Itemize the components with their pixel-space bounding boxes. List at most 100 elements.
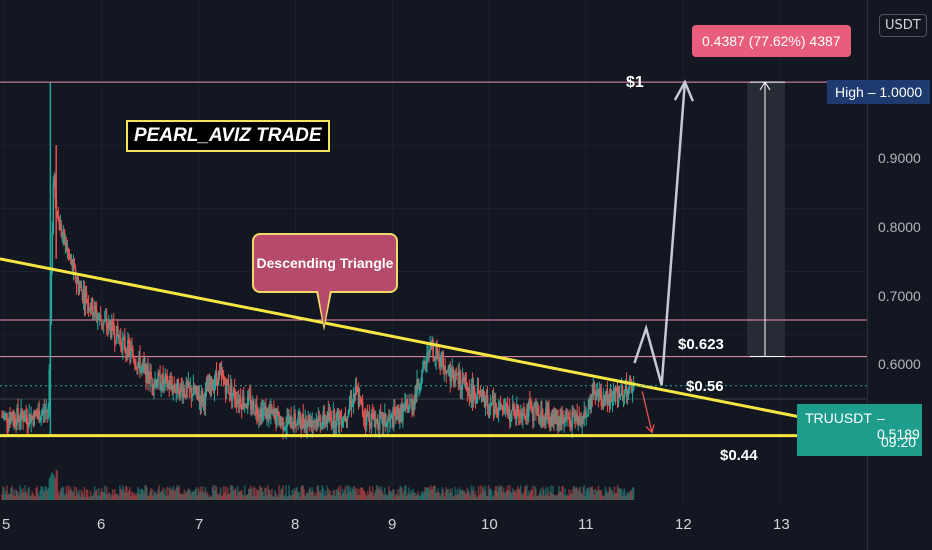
candle-body bbox=[424, 362, 426, 365]
candle-body bbox=[626, 392, 629, 396]
volume-bar bbox=[467, 490, 470, 500]
candle-body bbox=[487, 409, 490, 411]
candle-body bbox=[113, 334, 116, 343]
candle-body bbox=[494, 402, 497, 408]
candle-body bbox=[333, 410, 336, 428]
volume-bar bbox=[623, 488, 626, 500]
candle-body bbox=[495, 407, 498, 414]
candle-body bbox=[191, 395, 194, 398]
volume-bar bbox=[435, 493, 437, 500]
candle-body bbox=[418, 388, 420, 390]
candle-body bbox=[328, 413, 331, 421]
volume-bar bbox=[497, 485, 500, 500]
candle-body bbox=[210, 378, 213, 391]
volume-bar bbox=[441, 486, 443, 500]
volume-bar bbox=[183, 489, 186, 500]
volume-bar bbox=[469, 496, 472, 500]
candle-body bbox=[242, 396, 245, 408]
candle-body bbox=[427, 352, 429, 354]
candle-body bbox=[388, 419, 390, 422]
volume-bar bbox=[289, 494, 291, 500]
volume-bar bbox=[162, 487, 164, 500]
volume-bar bbox=[477, 486, 480, 500]
candle-body bbox=[39, 419, 42, 423]
volume-bar bbox=[411, 492, 413, 500]
candle-body bbox=[446, 372, 449, 374]
candle-body bbox=[363, 417, 366, 419]
volume-bar bbox=[368, 485, 371, 500]
volume-bar bbox=[363, 491, 366, 500]
candle-body bbox=[200, 390, 203, 405]
candle-body bbox=[295, 425, 297, 427]
volume-bar bbox=[487, 485, 490, 500]
candle-body bbox=[477, 388, 480, 392]
candle-body bbox=[70, 259, 73, 261]
candle-body bbox=[528, 401, 530, 417]
volume-bar bbox=[248, 489, 251, 500]
volume-bar bbox=[367, 494, 370, 500]
candle-body bbox=[349, 400, 352, 405]
candle-body bbox=[415, 394, 417, 396]
candle-body bbox=[469, 398, 472, 400]
candle-body bbox=[148, 380, 150, 383]
volume-bar bbox=[593, 494, 596, 500]
candle-body bbox=[538, 415, 540, 422]
candle-body bbox=[162, 374, 164, 385]
candle-body bbox=[312, 421, 315, 423]
candle-body bbox=[72, 262, 75, 270]
volume-bar bbox=[466, 487, 469, 500]
candle-body bbox=[367, 414, 370, 417]
volume-bar bbox=[130, 496, 132, 500]
volume-bar bbox=[459, 490, 462, 500]
measure-label: 0.4387 (77.62%) 4387 bbox=[692, 25, 851, 57]
volume-bar bbox=[515, 489, 518, 500]
volume-bar bbox=[543, 489, 545, 500]
candle-body bbox=[439, 364, 441, 368]
volume-bar bbox=[419, 496, 421, 500]
watermark-label: PEARL_AVIZ TRADE bbox=[126, 120, 330, 152]
volume-bar bbox=[450, 492, 453, 500]
volume-bar bbox=[243, 485, 246, 500]
candle-body bbox=[339, 415, 342, 419]
candle-body bbox=[93, 305, 96, 314]
currency-button[interactable]: USDT bbox=[879, 14, 927, 37]
volume-bar bbox=[66, 493, 69, 500]
volume-bar bbox=[299, 496, 301, 500]
volume-bar bbox=[274, 489, 276, 500]
volume-bar bbox=[22, 488, 24, 500]
candle-body bbox=[621, 386, 624, 397]
candle-body bbox=[203, 395, 206, 406]
candle-body bbox=[173, 385, 176, 389]
candle-body bbox=[356, 389, 359, 393]
volume-bar bbox=[340, 495, 343, 500]
volume-bar bbox=[86, 489, 89, 500]
candle-body bbox=[616, 390, 619, 403]
volume-bar bbox=[617, 487, 620, 500]
volume-bar bbox=[81, 491, 84, 500]
volume-bar bbox=[329, 490, 332, 500]
volume-bar bbox=[585, 490, 588, 500]
volume-bar bbox=[122, 485, 124, 500]
projection-path bbox=[633, 81, 687, 386]
candle-body bbox=[18, 417, 20, 422]
volume-bar bbox=[403, 490, 405, 500]
volume-bar bbox=[471, 489, 474, 500]
candle-body bbox=[208, 381, 211, 388]
candle-body bbox=[600, 391, 603, 406]
volume-bar bbox=[610, 490, 613, 500]
candle-body bbox=[36, 416, 38, 418]
candle-body bbox=[571, 411, 573, 429]
volume-bar bbox=[262, 491, 264, 500]
volume-bar bbox=[146, 487, 148, 500]
volume-bar bbox=[241, 493, 244, 500]
volume-bar bbox=[604, 486, 607, 500]
volume-bar bbox=[622, 490, 625, 500]
candle-body bbox=[141, 365, 143, 368]
volume-bar bbox=[1, 494, 3, 500]
volume-bar bbox=[436, 491, 438, 500]
volume-bar bbox=[551, 493, 553, 500]
volume-bar bbox=[508, 485, 511, 500]
candle-body bbox=[13, 414, 15, 422]
volume-bar bbox=[523, 491, 525, 500]
